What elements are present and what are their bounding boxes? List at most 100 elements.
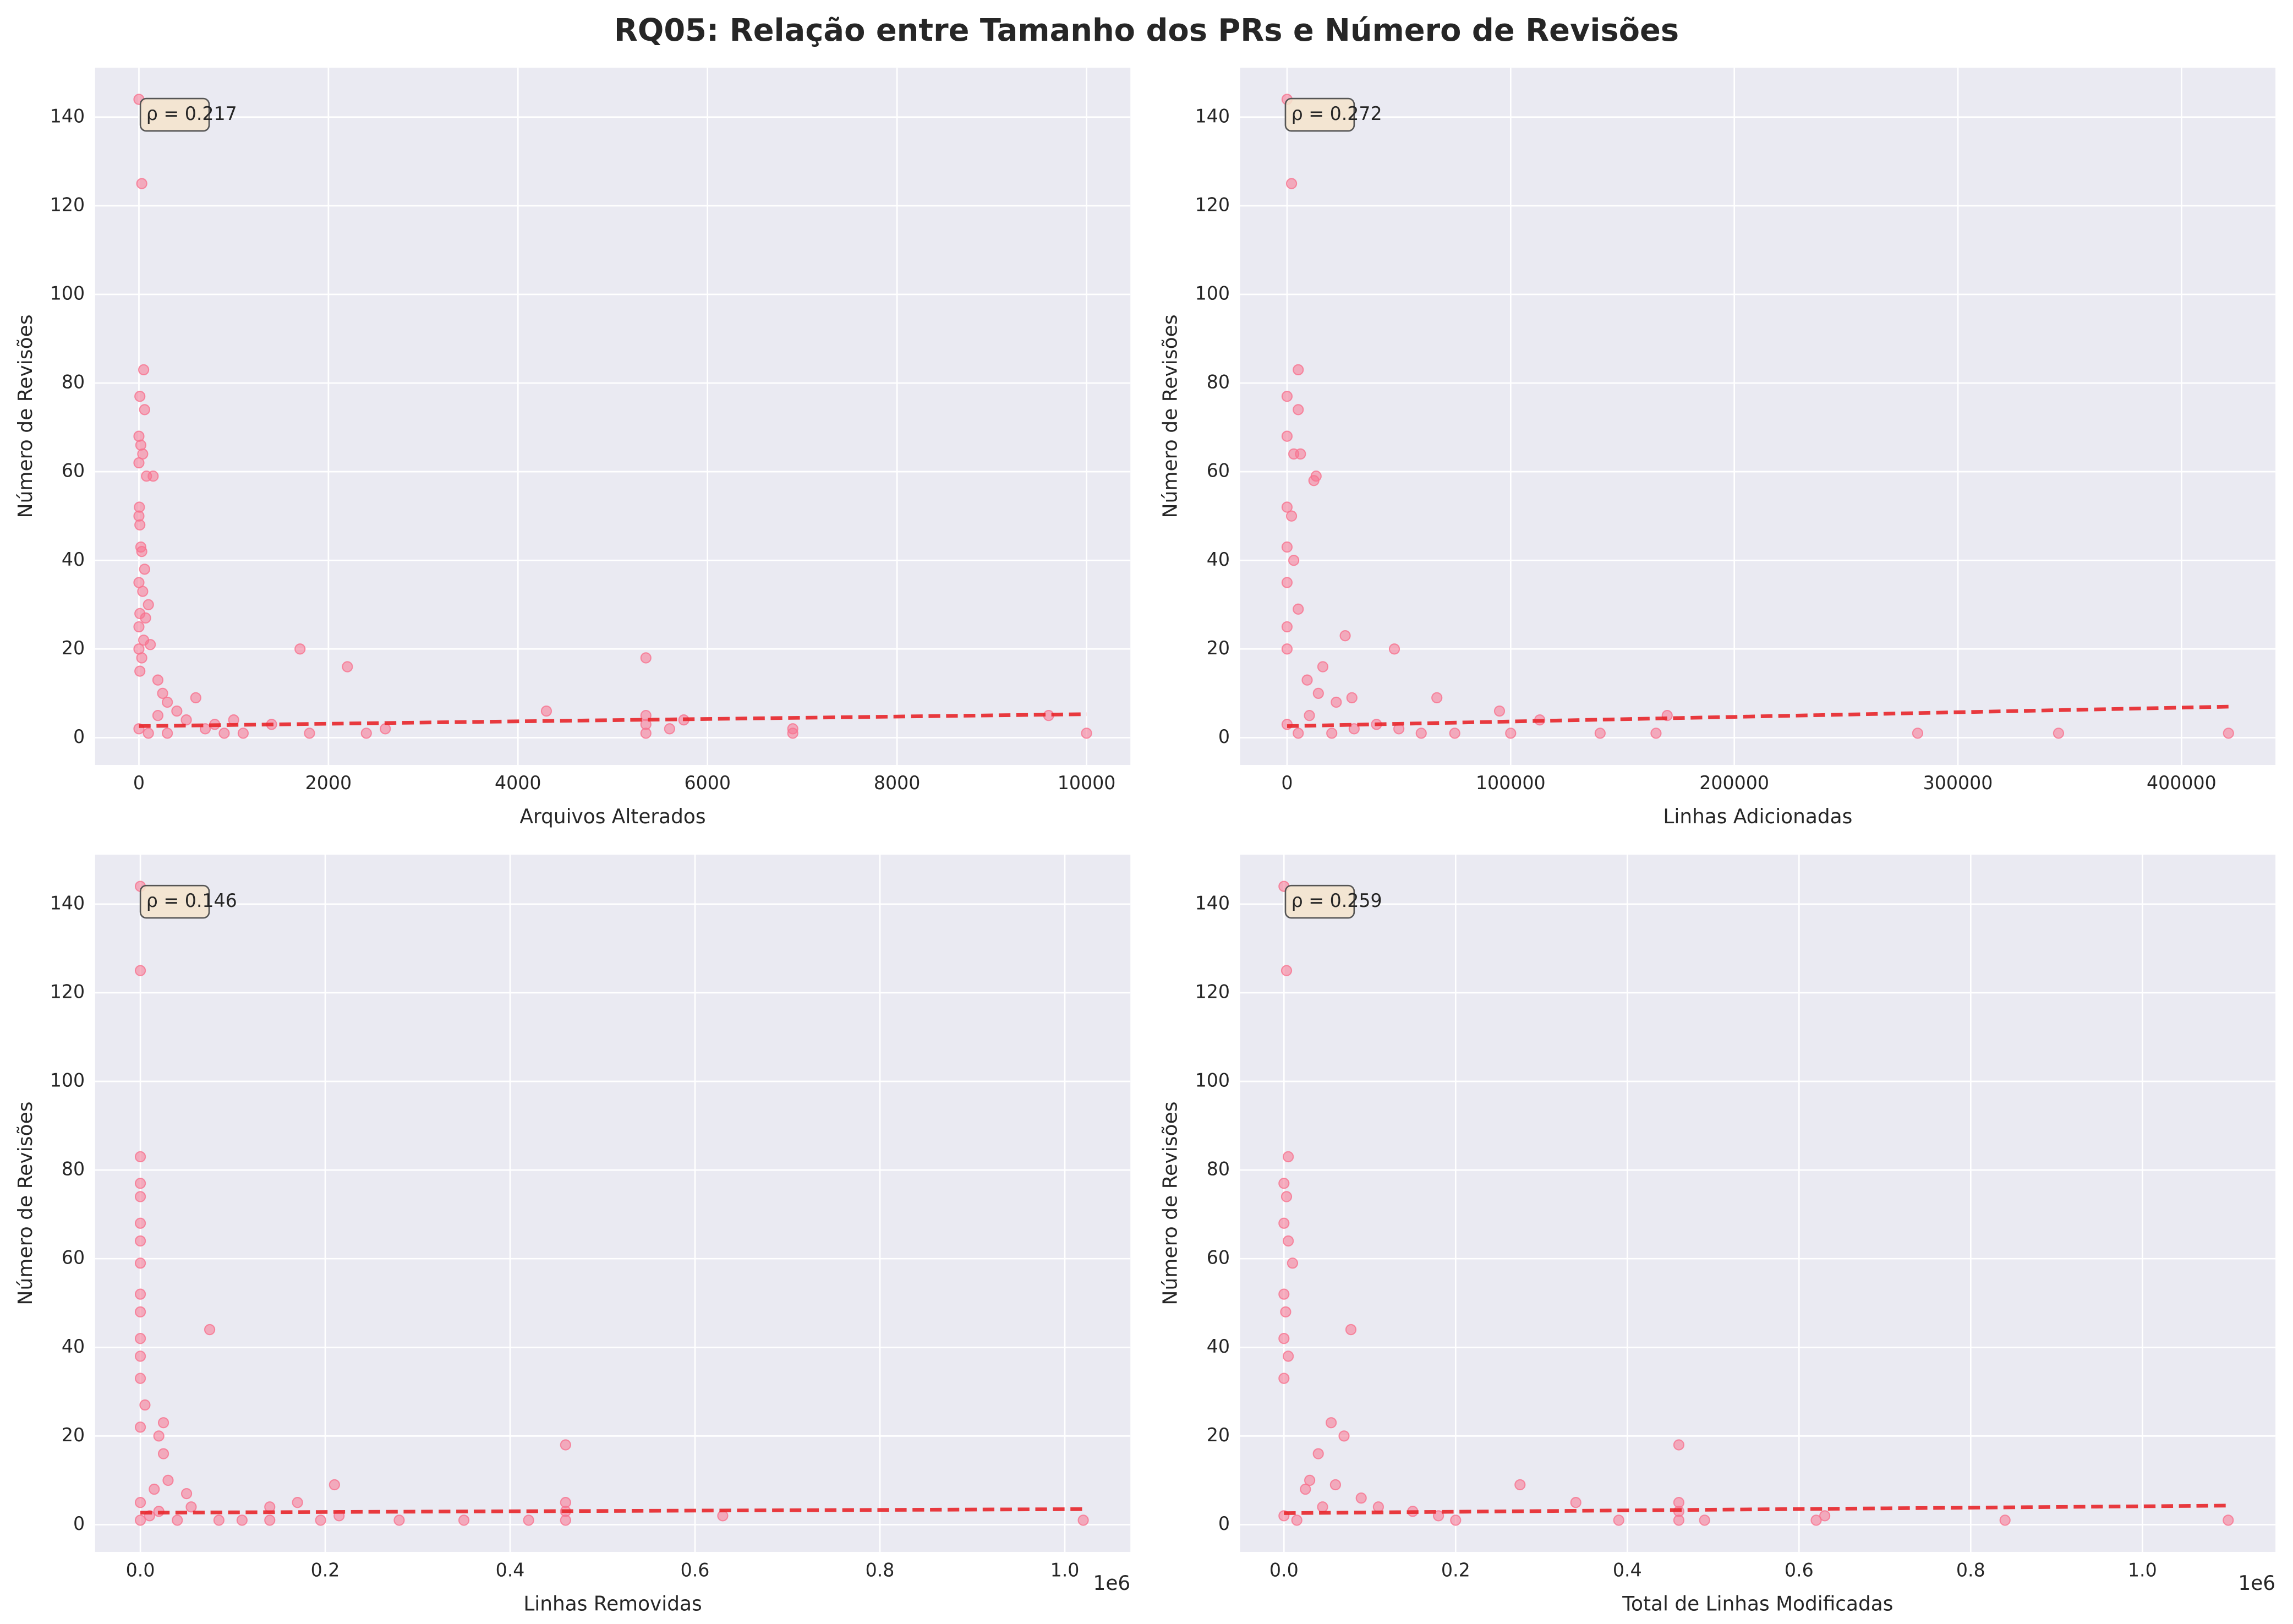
scatter-point	[1077, 1514, 1089, 1526]
scatter-point	[133, 457, 145, 469]
scatter-point	[1493, 705, 1506, 717]
scatter-point	[2223, 1514, 2234, 1526]
scatter-point	[1339, 630, 1351, 642]
y-tick-label: 100	[50, 282, 85, 304]
scatter-point	[1673, 1514, 1685, 1526]
scatter-point	[1355, 1492, 1367, 1504]
scatter-point	[157, 1417, 169, 1429]
axes-background	[1240, 67, 2276, 765]
scatter-point	[1348, 723, 1360, 735]
scatter-point	[2223, 728, 2234, 739]
scatter-point	[1312, 687, 1324, 699]
x-tick-label: 0.6	[1785, 1559, 1814, 1581]
scatter-point	[1293, 364, 1304, 376]
y-tick-label: 40	[1207, 1336, 1230, 1357]
scatter-point	[1372, 1501, 1384, 1513]
scatter-point	[162, 696, 173, 708]
scatter-point	[147, 471, 159, 482]
annotation: ρ = 0.259	[1291, 890, 1382, 911]
y-tick-label: 100	[50, 1069, 85, 1091]
scatter-point	[136, 652, 147, 664]
scatter-point	[1594, 728, 1606, 739]
scatter-point	[190, 692, 201, 704]
figure-title: RQ05: Relação entre Tamanho dos PRs e Nú…	[614, 13, 1679, 48]
scatter-point	[143, 728, 154, 739]
scatter-point	[180, 1488, 193, 1500]
x-tick-label: 0	[1281, 772, 1293, 794]
scatter-point	[1345, 1324, 1357, 1336]
scatter-point	[139, 404, 150, 415]
scatter-point	[180, 714, 192, 726]
scatter-point	[1514, 1479, 1526, 1491]
x-tick-label: 0.8	[866, 1559, 895, 1581]
scatter-point	[134, 1235, 146, 1247]
scatter-point	[1912, 728, 1924, 739]
y-tick-label: 120	[50, 981, 85, 1002]
scatter-point	[185, 1501, 197, 1513]
scatter-point	[172, 1514, 183, 1526]
y-tick-label: 0	[73, 726, 85, 747]
axes-background	[95, 855, 1131, 1552]
scatter-point	[1281, 577, 1293, 588]
scatter-point	[664, 723, 675, 735]
scatter-point	[143, 599, 154, 610]
scatter-point	[1293, 728, 1304, 739]
scatter-point	[134, 519, 146, 531]
scatter-point	[145, 639, 156, 650]
y-tick-label: 40	[62, 549, 85, 570]
y-axis-label: Número de Revisões	[1159, 1101, 1182, 1305]
scatter-point	[204, 1324, 216, 1336]
scatter-point	[1287, 1257, 1298, 1269]
scatter-point	[1280, 965, 1293, 976]
scatter-point	[329, 1479, 340, 1491]
scatter-point	[1431, 692, 1443, 704]
scatter-point	[1312, 1448, 1324, 1459]
y-tick-label: 40	[62, 1336, 85, 1357]
scatter-point	[1308, 475, 1320, 486]
scatter-point	[1281, 541, 1293, 553]
scatter-point	[134, 1191, 146, 1202]
scatter-point	[1281, 430, 1293, 442]
scatter-point	[1282, 1350, 1294, 1362]
x-tick-label: 0.0	[126, 1559, 155, 1581]
scatter-point	[294, 643, 306, 655]
scatter-point	[1449, 728, 1460, 739]
x-tick-label: 10000	[1058, 772, 1116, 794]
y-tick-label: 140	[1195, 105, 1230, 127]
x-tick-label: 0.2	[1441, 1559, 1470, 1581]
scatter-point	[315, 1514, 326, 1526]
y-tick-label: 0	[73, 1513, 85, 1534]
x-tick-label: 0.2	[311, 1559, 340, 1581]
scatter-point	[136, 178, 147, 189]
x-tick-label: 4000	[495, 772, 541, 794]
y-tick-label: 140	[50, 892, 85, 914]
scatter-point	[1810, 1514, 1822, 1526]
y-tick-label: 140	[1195, 892, 1230, 914]
scatter-point	[1281, 501, 1293, 513]
y-tick-label: 80	[62, 1158, 85, 1180]
scatter-point	[1304, 709, 1315, 721]
scatter-point	[2053, 728, 2065, 739]
annotation: ρ = 0.272	[1291, 103, 1382, 124]
scatter-point	[171, 705, 183, 717]
scatter-point	[304, 728, 315, 739]
scatter-point	[134, 1497, 146, 1508]
y-axis-label: Número de Revisões	[1159, 314, 1182, 518]
y-tick-label: 140	[50, 105, 85, 127]
scatter-point	[134, 1373, 146, 1384]
x-tick-label: 0	[133, 772, 145, 794]
scatter-point	[1570, 1497, 1581, 1508]
x-tick-label: 0.0	[1269, 1559, 1299, 1581]
scatter-point	[1278, 1373, 1290, 1384]
scatter-point	[134, 1350, 146, 1362]
scatter-point	[1280, 1191, 1293, 1202]
scatter-point	[1304, 1474, 1316, 1486]
scatter-point	[137, 586, 149, 597]
scatter-point	[560, 1439, 571, 1451]
scatter-point	[1081, 728, 1092, 739]
scatter-point	[1326, 1417, 1337, 1429]
scatter-point	[135, 439, 147, 451]
x-tick-label: 200000	[1699, 772, 1769, 794]
annotation: ρ = 0.217	[146, 103, 237, 124]
